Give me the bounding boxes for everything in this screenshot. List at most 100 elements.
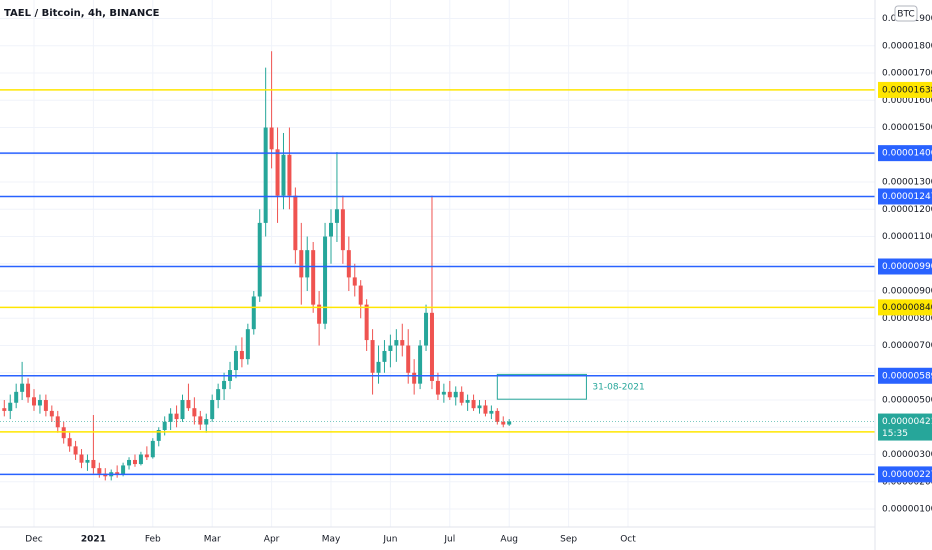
candle-body [222,380,227,390]
candle-body [299,250,304,278]
date-range-box [496,373,587,400]
candle-body [162,421,167,430]
candle-body [489,410,494,414]
candle-body [85,459,90,463]
level-tag [878,145,932,162]
candle-body [358,285,363,305]
candle-body [26,383,31,398]
candle-body [323,236,328,324]
level-tag [878,367,932,384]
candle-body [37,400,42,406]
candle-body [507,421,512,425]
y-tick-label: 0.00001600 [882,96,932,106]
candle-body [204,419,209,425]
level-tag [878,188,932,205]
box-label: 31-08-2021 [592,382,644,392]
candle-body [20,383,25,392]
currency-tag [894,5,918,22]
y-tick-label: 0.00000700 [882,341,932,351]
candle-body [150,440,155,458]
y-tick-label: 0.00001700 [882,69,932,79]
x-tick-label: Jun [382,535,397,545]
candle-body [239,350,244,360]
y-tick-label: 0.00000500 [882,396,932,406]
level-label: 0.00000990 [882,262,932,272]
candle-body [435,380,440,395]
candle-body [406,345,411,373]
candle-body [394,340,399,346]
candle-body [115,472,120,475]
candle-body [311,250,316,305]
x-tick-label: Apr [264,535,280,545]
x-tick-label: Oct [620,535,636,545]
level-label: 0.00001247 [882,192,932,202]
candle-body [251,296,256,330]
candle-body [245,329,250,360]
candle-body [186,400,191,409]
candle-body [257,222,262,297]
y-tick-label: 0.00001200 [882,205,932,215]
y-tick-label: 0.00001300 [882,178,932,188]
candle-body [317,304,322,324]
candle-body [412,372,417,384]
candle-body [364,304,369,341]
candle-body [346,250,351,278]
x-tick-label: May [322,535,341,545]
level-tag [878,466,932,483]
candle-body [477,405,482,409]
candle-body [400,340,405,346]
x-tick-label: Mar [204,535,221,545]
candle-body [305,250,310,278]
candle-body [471,400,476,409]
y-tick-label: 0.00001800 [882,41,932,51]
candle-body [263,127,268,223]
level-label: 0.00001406 [882,149,932,159]
candle-body [370,340,375,373]
y-tick-label: 0.00000100 [882,505,932,515]
candle-body [156,429,161,441]
x-tick-label: 2021 [81,535,106,545]
candle-body [269,127,274,150]
candle-body [424,312,429,346]
last-price-tag [878,413,932,441]
candle-body [418,345,423,384]
candle-body [91,459,96,469]
candle-body [49,410,54,417]
candle-body [8,402,13,411]
candle-body [334,209,339,223]
candle-body [495,410,500,422]
currency-label: BTC [897,10,914,20]
y-tick-label: 0.00000900 [882,287,932,297]
candle-body [2,408,7,411]
last-price-label: 0.00000421 [882,417,932,427]
candle-body [97,468,102,474]
candle-body [376,361,381,373]
candle-body [121,465,126,475]
level-tag [878,299,932,316]
y-tick-label: 0.00001100 [882,232,932,242]
x-tick-label: Feb [145,535,161,545]
level-label: 0.00000840 [882,303,932,313]
candle-body [465,400,470,403]
candle-body [210,400,215,420]
candle-body [483,405,488,414]
candle-body [447,391,452,398]
level-label: 0.00000227 [882,470,932,480]
x-tick-label: Aug [500,535,518,545]
candle-body [14,391,19,403]
candle-body [216,389,221,401]
candle-body [501,421,506,425]
candle-body [293,195,298,251]
candle-body [198,416,203,425]
candle-body [180,400,185,420]
candle-body [43,400,48,411]
candle-body [174,413,179,420]
candle-body [340,209,345,251]
candle-body [132,459,137,465]
candle-body [79,454,84,463]
last-price-time: 15:35 [882,429,908,439]
candle-body [233,350,238,371]
candle-body [67,438,72,447]
y-tick-label: 0.00000300 [882,450,932,460]
